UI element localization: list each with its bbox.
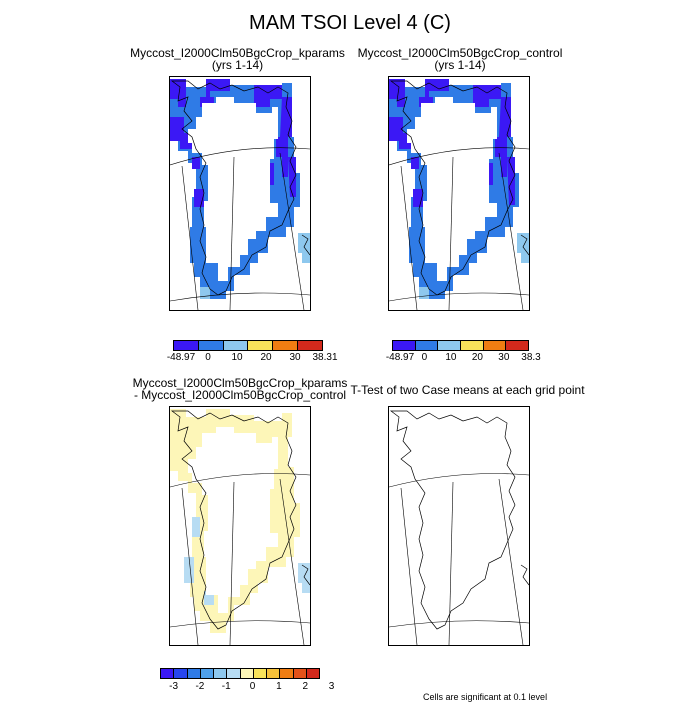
colorbar-swatch: [161, 669, 175, 678]
colorbar-tick-label: 20: [260, 352, 272, 363]
map-panel-kparams: [169, 76, 311, 311]
greenland-map-ttest: [389, 410, 529, 645]
colorbar-swatch: [273, 341, 299, 350]
colorbar-swatch: [187, 669, 201, 678]
colorbar-tick-label: -2: [195, 681, 205, 692]
map-panel-ttest: [388, 406, 530, 646]
colorbar-swatch: [280, 669, 294, 678]
panel-1-title: Myccost_I2000Clm50BgcCrop_kparams (yrs 1…: [130, 46, 345, 72]
colorbar-tick-label: 0: [205, 352, 211, 363]
significance-footnote: Cells are significant at 0.1 level: [423, 692, 548, 702]
colorbar-swatch: [293, 669, 307, 678]
colorbar-kparams: [173, 340, 323, 351]
colorbar-tick-label: 0: [421, 352, 428, 363]
colorbar-swatch: [483, 341, 507, 350]
panel-2-title: Myccost_I2000Clm50BgcCrop_control (yrs 1…: [357, 46, 563, 72]
colorbar-difference-labels: -3 -2 -1 0 1 2 3: [160, 681, 334, 693]
colorbar-tick-label: 38.3: [521, 352, 541, 363]
colorbar-swatch: [506, 341, 529, 350]
colorbar-tick-label: 20: [471, 352, 483, 363]
colorbar-tick-label: -3: [169, 681, 179, 692]
colorbar-tick-label: 3: [328, 681, 335, 692]
colorbar-tick-label: 2: [302, 681, 309, 692]
colorbar-swatch: [298, 341, 322, 350]
colorbar-tick-label: -1: [221, 681, 231, 692]
panel-3-title: Myccost_I2000Clm50BgcCrop_kparams - Mycc…: [132, 376, 348, 402]
colorbar-tick-label: -48.97: [385, 352, 415, 363]
colorbar-swatch: [240, 669, 254, 678]
colorbar-swatch: [227, 669, 241, 678]
greenland-map-control: [389, 79, 529, 310]
map-panel-control: [388, 76, 530, 311]
colorbar-kparams-labels: -48.97 0 10 20 30 38.31: [167, 352, 338, 364]
colorbar-swatch: [306, 669, 319, 678]
colorbar-swatch: [214, 669, 228, 678]
colorbar-tick-label: 10: [445, 352, 457, 363]
colorbar-swatch: [223, 341, 249, 350]
colorbar-swatch: [248, 341, 274, 350]
figure-title: MAM TSOI Level 4 (C): [249, 12, 451, 34]
colorbar-swatch: [415, 341, 439, 350]
colorbar-tick-label: 0: [249, 681, 256, 692]
colorbar-tick-label: 30: [289, 352, 301, 363]
colorbar-difference: [160, 668, 320, 679]
colorbar-swatch: [438, 341, 462, 350]
colorbar-control: [392, 340, 529, 351]
colorbar-tick-label: 38.31: [312, 352, 338, 363]
map-panel-difference: [169, 406, 311, 646]
colorbar-swatch: [461, 341, 484, 350]
colorbar-swatch: [174, 341, 199, 350]
colorbar-control-labels: -48.97 0 10 20 30 38.3: [386, 352, 541, 364]
colorbar-tick-label: 30: [498, 352, 510, 363]
panel-4-title: T-Test of two Case means at each grid po…: [350, 383, 585, 397]
colorbar-swatch: [200, 669, 214, 678]
colorbar-swatch: [393, 341, 416, 350]
colorbar-swatch: [198, 341, 224, 350]
colorbar-swatch: [174, 669, 188, 678]
greenland-map-difference: [170, 409, 310, 645]
greenland-map-kparams: [170, 79, 310, 310]
colorbar-tick-label: 10: [231, 352, 243, 363]
colorbar-swatch: [253, 669, 267, 678]
colorbar-tick-label: -48.97: [166, 352, 196, 363]
colorbar-swatch: [267, 669, 281, 678]
colorbar-tick-label: 1: [276, 681, 282, 692]
